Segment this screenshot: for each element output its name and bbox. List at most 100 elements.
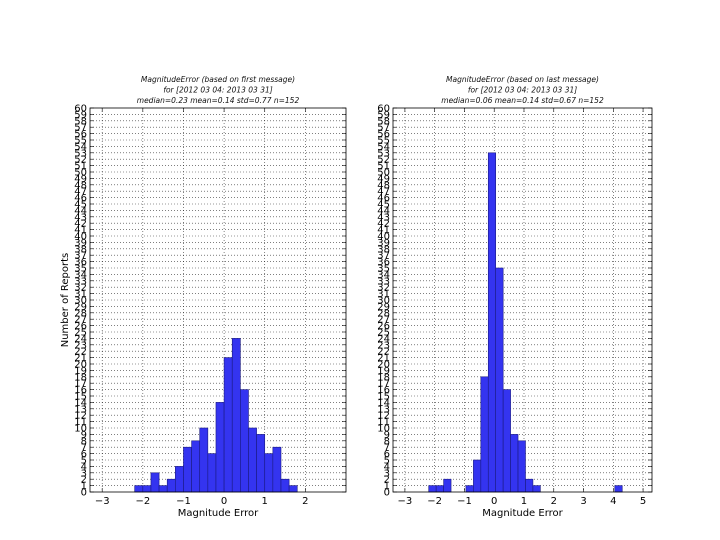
y-tick-label: 38 — [74, 244, 87, 255]
y-tick-label: 9 — [81, 430, 87, 441]
y-tick-label: 19 — [74, 366, 87, 377]
y-tick-label: 54 — [74, 142, 87, 153]
x-tick-label: −2 — [427, 496, 442, 507]
y-tick-label: 0 — [81, 488, 87, 499]
y-tick-label: 32 — [74, 283, 87, 294]
y-axis-label: Number of Reports — [60, 253, 71, 348]
histogram-bar — [614, 485, 623, 493]
chart-title-line: for [2012 03 04: 2013 03 31] — [163, 86, 272, 95]
x-tick-label: −2 — [135, 496, 150, 507]
y-tick-label: 42 — [74, 219, 87, 230]
y-tick-label: 47 — [377, 187, 390, 198]
y-tick-label: 33 — [377, 276, 390, 287]
histogram-bar — [280, 478, 290, 493]
x-tick-label: 1 — [262, 496, 268, 507]
y-tick-label: 4 — [384, 462, 390, 473]
y-tick-label: 27 — [74, 315, 87, 326]
y-tick-label: 10 — [74, 424, 87, 435]
y-tick-label: 57 — [74, 123, 87, 134]
histogram-bar — [517, 440, 526, 493]
x-tick-label: −3 — [398, 496, 413, 507]
y-tick-label: 11 — [377, 417, 390, 428]
y-tick-label: 6 — [81, 449, 87, 460]
x-tick-label: −3 — [95, 496, 110, 507]
y-tick-label: 30 — [74, 296, 87, 307]
y-tick-label: 49 — [74, 174, 87, 185]
histogram-bar — [166, 478, 176, 493]
y-tick-label: 34 — [377, 270, 390, 281]
y-tick-label: 10 — [377, 424, 390, 435]
y-tick-label: 25 — [74, 328, 87, 339]
y-tick-label: 47 — [74, 187, 87, 198]
y-tick-label: 5 — [384, 456, 390, 467]
y-tick-label: 27 — [377, 315, 390, 326]
x-tick-label: 4 — [610, 496, 616, 507]
y-tick-label: 3 — [384, 468, 390, 479]
y-tick-label: 52 — [377, 155, 390, 166]
y-tick-label: 31 — [74, 289, 87, 300]
y-tick-label: 14 — [74, 398, 87, 409]
y-tick-label: 26 — [377, 321, 390, 332]
y-tick-label: 18 — [377, 372, 390, 383]
x-tick-label: 3 — [580, 496, 586, 507]
histogram-bar — [248, 427, 257, 493]
histogram-bar — [435, 485, 444, 493]
histogram-bar — [480, 376, 489, 493]
histogram-bar — [175, 466, 184, 493]
y-tick-label: 51 — [377, 161, 390, 172]
y-tick-label: 16 — [377, 385, 390, 396]
y-tick-label: 28 — [377, 308, 390, 319]
y-tick-label: 45 — [377, 200, 390, 211]
y-tick-label: 28 — [74, 308, 87, 319]
histogram-bar — [495, 267, 504, 493]
y-tick-label: 44 — [377, 206, 390, 217]
y-tick-label: 20 — [74, 360, 87, 371]
histogram-bar — [502, 389, 511, 493]
y-tick-label: 50 — [74, 168, 87, 179]
y-tick-label: 15 — [377, 392, 390, 403]
y-tick-label: 32 — [377, 283, 390, 294]
y-tick-label: 33 — [74, 276, 87, 287]
y-tick-label: 8 — [81, 436, 87, 447]
y-tick-label: 3 — [81, 468, 87, 479]
y-tick-label: 38 — [377, 244, 390, 255]
histogram-bar — [272, 446, 282, 493]
y-tick-label: 14 — [377, 398, 390, 409]
y-tick-label: 23 — [74, 340, 87, 351]
y-tick-label: 56 — [377, 129, 390, 140]
histogram-bar — [142, 485, 152, 493]
y-tick-label: 45 — [74, 200, 87, 211]
chart-title-line: for [2012 03 04: 2013 03 31] — [468, 86, 577, 95]
y-tick-label: 21 — [74, 353, 87, 364]
x-tick-label: −1 — [457, 496, 472, 507]
y-tick-label: 12 — [74, 411, 87, 422]
y-tick-label: 20 — [377, 360, 390, 371]
y-tick-label: 43 — [74, 212, 87, 223]
histogram-bar — [510, 434, 519, 493]
histogram-bar — [207, 453, 217, 493]
chart-title-line: median=0.06 mean=0.14 std=0.67 n=152 — [441, 96, 604, 105]
histogram-bar — [223, 357, 233, 493]
y-tick-label: 57 — [377, 123, 390, 134]
x-axis-label: Magnitude Error — [178, 508, 259, 519]
histogram-bar — [240, 389, 249, 493]
y-tick-label: 22 — [377, 347, 390, 358]
y-tick-label: 35 — [377, 264, 390, 275]
y-tick-label: 24 — [377, 334, 390, 345]
y-tick-label: 55 — [377, 136, 390, 147]
y-tick-label: 54 — [377, 142, 390, 153]
y-tick-label: 37 — [74, 251, 87, 262]
y-tick-label: 11 — [74, 417, 87, 428]
x-tick-label: 5 — [640, 496, 646, 507]
y-tick-label: 7 — [81, 443, 87, 454]
y-tick-label: 15 — [74, 392, 87, 403]
x-tick-label: 1 — [521, 496, 527, 507]
y-tick-label: 60 — [377, 104, 390, 115]
x-axis-label: Magnitude Error — [482, 508, 563, 519]
y-tick-label: 60 — [74, 104, 87, 115]
x-tick-label: 0 — [491, 496, 497, 507]
y-tick-label: 59 — [74, 110, 87, 121]
y-tick-label: 39 — [74, 238, 87, 249]
y-tick-label: 40 — [377, 232, 390, 243]
